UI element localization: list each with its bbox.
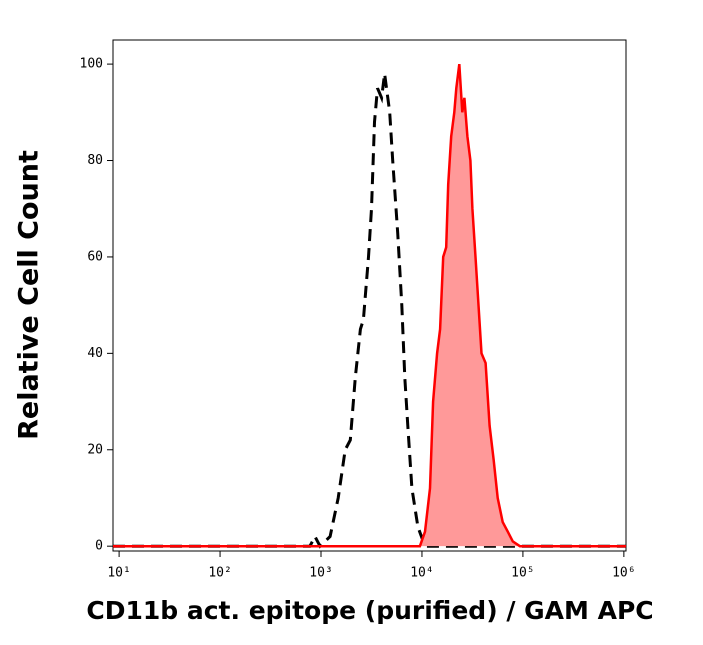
histogram-line: [113, 63, 626, 548]
y-tick-label: 100: [80, 57, 103, 72]
x-tick-label: 10⁵: [511, 566, 534, 581]
plot-frame: [112, 39, 627, 552]
x-tick-label: 10¹: [107, 566, 130, 581]
histogram-area: [113, 64, 626, 547]
y-tick-label: 40: [87, 346, 103, 361]
x-tick-label: 10⁴: [410, 566, 433, 581]
x-tick-label: 10³: [309, 566, 332, 581]
histogram-line: [113, 73, 626, 549]
x-tick-label: 10⁶: [612, 566, 635, 581]
x-tick-label: 10²: [208, 566, 231, 581]
y-axis-title: Relative Cell Count: [14, 150, 45, 440]
y-tick-label: 60: [87, 249, 103, 264]
y-tick-label: 20: [87, 442, 103, 457]
y-tick-label: 80: [87, 153, 103, 168]
y-tick-label: 0: [95, 539, 103, 554]
x-axis-title: CD11b act. epitope (purified) / GAM APC: [86, 596, 653, 625]
